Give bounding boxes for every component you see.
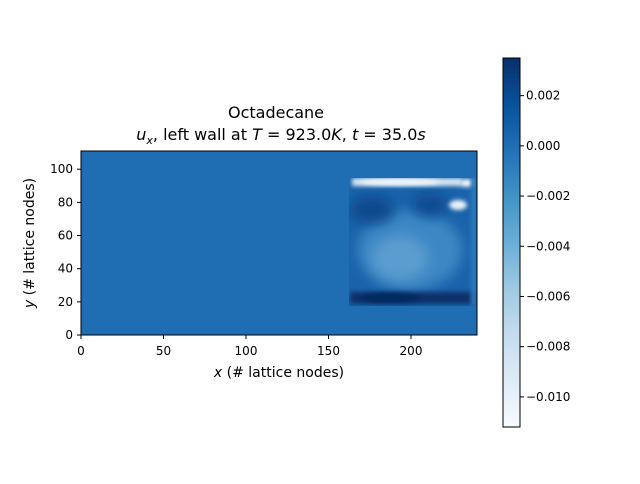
central-cell-core	[372, 236, 428, 280]
upper-left-dark	[350, 196, 394, 224]
bright-spot-mid	[449, 200, 467, 210]
chart-title: Octadecane	[228, 103, 324, 122]
chart-subtitle: ux, left wall at T = 923.0K, t = 35.0s	[136, 125, 426, 147]
heatmap-field	[81, 151, 477, 335]
colorbar-tick-label: −0.004	[526, 239, 570, 253]
y-tick-label: 60	[58, 229, 73, 243]
colorbar-tick-label: 0.002	[526, 89, 560, 103]
x-tick-label: 150	[317, 344, 340, 358]
y-axis-label: y (# lattice nodes)	[22, 178, 38, 309]
bright-spot-top	[460, 179, 474, 187]
right-wall-band	[471, 178, 477, 306]
upper-right-dark	[412, 193, 448, 217]
top-jet-core	[360, 179, 440, 185]
colorbar-tick-label: −0.006	[526, 289, 570, 303]
colorbar-tick-label: −0.002	[526, 189, 570, 203]
x-axis-ticks: 0 50 100 150 200	[77, 335, 422, 358]
colorbar-tick-label: −0.008	[526, 340, 570, 354]
x-tick-label: 0	[77, 344, 85, 358]
bottom-return-core	[360, 293, 420, 303]
y-axis-ticks: 0 20 40 60 80 100	[50, 162, 81, 342]
colorbar-ticks: 0.002 0.000 −0.002 −0.004 −0.006 −0.008 −0.010	[520, 89, 570, 404]
y-tick-label: 40	[58, 262, 73, 276]
plot-frame	[80, 150, 478, 336]
colorbar-tick-label: −0.010	[526, 390, 570, 404]
x-tick-label: 200	[400, 344, 423, 358]
x-tick-label: 100	[235, 344, 258, 358]
y-tick-label: 20	[58, 295, 73, 309]
colorbar	[502, 57, 521, 428]
x-axis-label: x (# lattice nodes)	[213, 365, 344, 381]
colorbar-tick-label: 0.000	[526, 139, 560, 153]
y-tick-label: 100	[50, 162, 73, 176]
x-tick-label: 50	[156, 344, 171, 358]
y-tick-label: 80	[58, 195, 73, 209]
y-tick-label: 0	[65, 328, 73, 342]
